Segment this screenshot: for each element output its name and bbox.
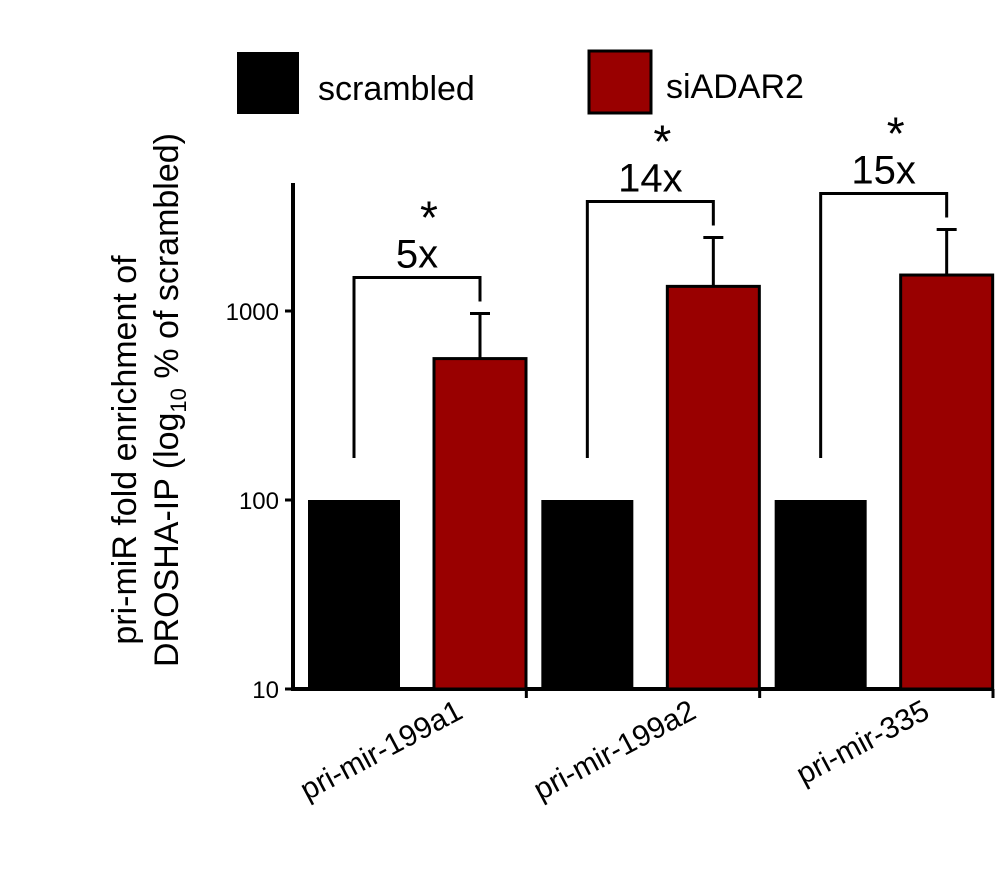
- y-tick-label: 10: [252, 677, 279, 704]
- y-tick-label: 1000: [226, 299, 279, 326]
- bar-scrambled: [541, 500, 634, 689]
- bar-siADAR2: [432, 357, 528, 691]
- legend-label-scrambled: scrambled: [318, 70, 475, 108]
- y-tick-label: 100: [239, 488, 279, 515]
- bar-siADAR2: [665, 284, 761, 691]
- annotations: 5x*14x*15x*: [352, 107, 949, 458]
- significance-star: *: [653, 115, 671, 167]
- significance-bracket: [352, 276, 482, 458]
- x-category-label: pri-mir-199a1: [295, 694, 468, 807]
- significance-bracket: [819, 191, 949, 458]
- significance-bracket: [585, 199, 715, 458]
- fold-change-label: 14x: [618, 156, 683, 200]
- bar-scrambled: [308, 500, 400, 689]
- legend-label-siADAR2: siADAR2: [666, 68, 804, 106]
- bars: [308, 227, 995, 691]
- axes: 10 100 1000 pri-mir-199a1 pri-mir-199a2 pri-m…: [226, 183, 995, 807]
- x-category-label: pri-mir-199a2: [528, 694, 701, 807]
- bar-siADAR2: [899, 273, 995, 691]
- y-axis-title-line2: DROSHA-IP (log10 % of scrambled): [148, 133, 191, 667]
- significance-star: *: [420, 192, 438, 244]
- bar-scrambled: [774, 500, 867, 689]
- significance-star: *: [887, 107, 905, 159]
- fold-change-label: 15x: [851, 148, 916, 192]
- legend-swatch-scrambled: [237, 52, 299, 114]
- legend-swatch-siADAR2: [587, 49, 653, 115]
- legend: scrambled siADAR2: [237, 49, 804, 115]
- y-axis-title-line1: pri-miR fold enrichment of: [106, 255, 144, 645]
- x-category-label: pri-mir-335: [791, 694, 935, 791]
- fold-change-label: 5x: [396, 233, 438, 277]
